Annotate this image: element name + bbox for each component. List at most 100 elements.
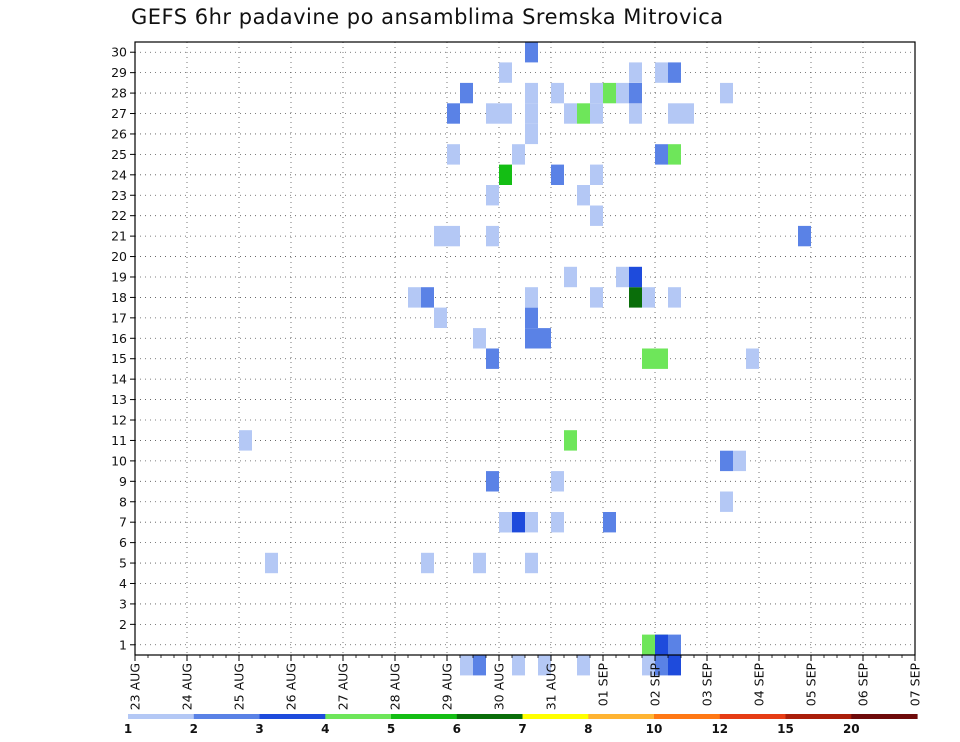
- y-tick-label: 20: [111, 249, 127, 264]
- precip-cell: [668, 144, 681, 165]
- x-tick-label: 31 AUG: [544, 663, 559, 710]
- y-tick-label: 16: [111, 331, 127, 346]
- y-tick-label: 18: [111, 290, 127, 305]
- y-tick-label: 7: [119, 515, 127, 530]
- y-tick-label: 17: [111, 310, 127, 325]
- precip-cell: [629, 287, 642, 308]
- y-tick-label: 3: [119, 596, 127, 611]
- precip-cell: [668, 287, 681, 308]
- precip-cell: [720, 450, 733, 472]
- y-tick-label: 23: [111, 188, 127, 203]
- y-tick-label: 27: [111, 106, 127, 121]
- y-tick-label: 19: [111, 269, 127, 284]
- x-tick-label: 04 SEP: [752, 663, 767, 707]
- precip-cell: [486, 471, 499, 492]
- x-tick-label: 30 AUG: [492, 663, 507, 710]
- precip-cell: [629, 103, 642, 124]
- precip-cell: [655, 655, 668, 676]
- precip-cell: [460, 655, 473, 676]
- precip-cell: [486, 103, 499, 124]
- x-tick-label: 02 SEP: [648, 663, 663, 707]
- x-tick-label: 28 AUG: [388, 663, 403, 710]
- precip-cell: [525, 552, 538, 574]
- precip-cell: [447, 103, 460, 124]
- colorbar-swatch: [193, 714, 261, 719]
- heatmap-cells: [239, 42, 811, 676]
- colorbar-label: 15: [777, 722, 794, 736]
- colorbar-swatch: [719, 714, 787, 719]
- y-tick-label: 15: [111, 351, 127, 366]
- colorbar-label: 8: [584, 722, 592, 736]
- colorbar-swatch: [654, 714, 721, 719]
- precip-cell: [525, 103, 538, 124]
- precip-cell: [486, 225, 499, 247]
- precip-cell: [590, 103, 603, 124]
- precip-cell: [746, 348, 759, 369]
- y-tick-label: 22: [111, 208, 127, 223]
- colorbar-swatch: [325, 714, 392, 719]
- precip-cell: [486, 348, 499, 369]
- precip-cell: [512, 655, 525, 676]
- precip-cell: [616, 266, 629, 288]
- precip-cell: [590, 287, 603, 308]
- precip-cell: [798, 225, 811, 247]
- colorbar-label: 3: [255, 722, 263, 736]
- precip-cell: [564, 266, 577, 288]
- precip-cell: [642, 348, 655, 369]
- y-tick-label: 12: [111, 413, 127, 428]
- colorbar-swatch: [259, 714, 326, 719]
- precip-cell: [525, 328, 538, 349]
- precip-cell: [512, 512, 525, 533]
- y-tick-label: 8: [119, 494, 127, 509]
- precip-cell: [577, 185, 590, 206]
- precip-cell: [460, 82, 473, 104]
- precip-cell: [525, 82, 538, 104]
- y-tick-label: 25: [111, 147, 127, 162]
- precip-cell: [603, 82, 616, 104]
- precip-cell: [525, 512, 538, 533]
- colorbar-label: 10: [646, 722, 663, 736]
- precip-cell: [642, 287, 655, 308]
- colorbar-swatch: [785, 714, 852, 719]
- x-tick-label: 25 AUG: [232, 663, 247, 710]
- x-tick-label: 27 AUG: [336, 663, 351, 710]
- precip-cell: [629, 266, 642, 288]
- precip-cell: [538, 655, 551, 676]
- colorbar-label: 7: [518, 722, 526, 736]
- precip-cell: [642, 634, 655, 655]
- x-tick-label: 03 SEP: [700, 663, 715, 707]
- precip-cell: [525, 123, 538, 145]
- precip-cell: [499, 164, 512, 185]
- precip-cell: [590, 164, 603, 185]
- x-tick-label: 05 SEP: [804, 663, 819, 707]
- colorbar-swatch: [522, 714, 589, 719]
- y-tick-label: 26: [111, 126, 127, 141]
- precip-cell: [668, 634, 681, 655]
- precip-cell: [564, 430, 577, 451]
- y-tick-label: 28: [111, 86, 127, 101]
- precip-cell: [551, 471, 564, 492]
- x-tick-label: 26 AUG: [284, 663, 299, 710]
- x-tick-label: 07 SEP: [908, 663, 923, 707]
- y-tick-label: 30: [111, 45, 127, 60]
- x-axis: 23 AUG 24 AUG 25 AUG 26 AUG 27 AUG 28 AUG 29 A…: [128, 655, 923, 710]
- y-tick-label: 11: [111, 433, 127, 448]
- colorbar-label: 2: [190, 722, 198, 736]
- precip-cell: [473, 328, 486, 349]
- precip-cell: [499, 512, 512, 533]
- precip-cell: [473, 552, 486, 574]
- x-tick-label: 06 SEP: [856, 663, 871, 707]
- y-tick-label: 21: [111, 229, 127, 244]
- precip-cell: [603, 512, 616, 533]
- precip-cell: [408, 287, 421, 308]
- precip-cell: [616, 82, 629, 104]
- precip-cell: [655, 144, 668, 165]
- colorbar-swatch: [851, 714, 918, 719]
- precip-cell: [473, 655, 486, 676]
- precip-cell: [486, 185, 499, 206]
- precip-cell: [577, 655, 590, 676]
- colorbar-label: 1: [124, 722, 132, 736]
- y-tick-label: 4: [119, 576, 127, 591]
- precip-cell: [668, 103, 681, 124]
